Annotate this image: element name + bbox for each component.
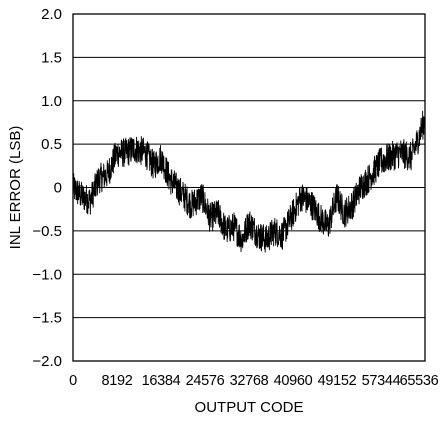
y-tick-label: 0.5 bbox=[41, 136, 62, 153]
horizontal-gridlines bbox=[73, 56, 425, 319]
y-tick-label: 1.5 bbox=[41, 49, 62, 66]
x-tick-label: 32768 bbox=[230, 373, 269, 389]
x-tick-label: 57344 bbox=[362, 373, 401, 389]
y-axis-label: INL ERROR (LSB) bbox=[7, 126, 24, 250]
x-tick-label: 49152 bbox=[318, 373, 357, 389]
y-tick-label: 2.0 bbox=[41, 6, 62, 23]
x-tick-label: 0 bbox=[69, 373, 77, 389]
x-tick-labels: 0 8192 16384 24576 32768 40960 49152 57344 65536 bbox=[69, 373, 439, 389]
x-tick-label: 16384 bbox=[142, 373, 181, 389]
x-tick-label: 40960 bbox=[274, 373, 313, 389]
y-tick-label: 1.0 bbox=[41, 93, 62, 110]
x-tick-label: 65536 bbox=[400, 373, 439, 389]
x-axis-label: OUTPUT CODE bbox=[195, 399, 304, 416]
y-tick-label: −1.0 bbox=[32, 266, 62, 283]
plot-frame bbox=[72, 13, 426, 362]
y-tick-label: 0 bbox=[54, 180, 62, 197]
series-layer bbox=[72, 110, 426, 253]
y-tick-label: −1.5 bbox=[32, 310, 62, 327]
x-tick-label: 24576 bbox=[186, 373, 225, 389]
inl-series-line bbox=[72, 110, 426, 253]
y-tick-labels: −2.0 −1.5 −1.0 −0.5 0 0.5 1.0 1.5 2.0 bbox=[32, 6, 62, 370]
y-tick-label: −0.5 bbox=[32, 223, 62, 240]
y-tick-label: −2.0 bbox=[32, 353, 62, 370]
x-tick-label: 8192 bbox=[101, 373, 132, 389]
